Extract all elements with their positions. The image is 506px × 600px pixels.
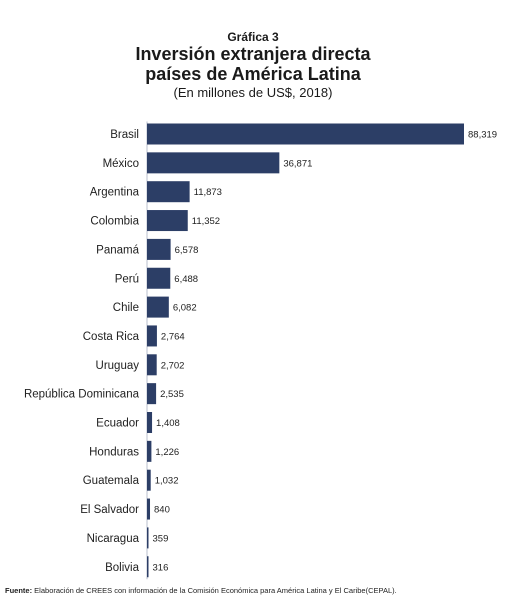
bar	[147, 123, 464, 145]
value-label: 2,535	[160, 389, 184, 400]
value-label: 359	[153, 533, 169, 544]
value-label: 88,319	[468, 130, 497, 141]
category-label: Bolivia	[105, 562, 139, 574]
category-label: Perú	[115, 273, 139, 285]
category-label: El Salvador	[80, 504, 139, 516]
chart-title-line2: países de América Latina	[145, 64, 361, 84]
category-label: Uruguay	[96, 360, 140, 372]
value-label: 6,488	[174, 274, 198, 285]
category-label: Colombia	[90, 216, 139, 228]
category-label: Chile	[113, 302, 139, 314]
bar	[147, 440, 152, 462]
category-label: Honduras	[89, 446, 139, 458]
category-label: Panamá	[96, 244, 139, 256]
bar	[147, 325, 157, 347]
category-label: Costa Rica	[83, 331, 140, 343]
bar	[147, 527, 149, 549]
bar	[147, 152, 280, 174]
chart-title-line1: Inversión extranjera directa	[135, 44, 371, 64]
bar	[147, 238, 171, 260]
bar	[147, 181, 190, 203]
value-label: 1,408	[156, 418, 180, 429]
category-label: Nicaragua	[87, 533, 140, 545]
value-label: 6,578	[175, 245, 199, 256]
value-label: 1,226	[155, 447, 179, 458]
value-label: 11,873	[194, 187, 222, 198]
bar	[147, 412, 153, 433]
source-footnote: Fuente: Elaboración de CREES con informa…	[5, 586, 505, 595]
bar-chart: Brasil 88,319 México 36,871 Argentina 11,873 C…	[24, 121, 497, 580]
category-label: Argentina	[90, 187, 140, 199]
value-label: 2,764	[161, 331, 185, 342]
value-label: 36,871	[283, 158, 312, 169]
bar	[147, 296, 169, 318]
category-label: República Dominicana	[24, 389, 140, 401]
source-text: Elaboración de CREES con información de …	[32, 586, 397, 595]
bar	[147, 354, 157, 376]
value-label: 11,352	[192, 216, 220, 227]
value-label: 840	[154, 505, 170, 516]
value-label: 1,032	[155, 476, 179, 487]
value-label: 316	[153, 562, 169, 573]
bar	[147, 383, 157, 405]
chart-subtitle: (En millones de US$, 2018)	[173, 85, 333, 100]
category-label: Ecuador	[96, 418, 139, 430]
chart-kicker: Gráfica 3	[227, 30, 279, 44]
value-label: 2,702	[161, 360, 185, 371]
bar	[147, 210, 188, 232]
bar	[147, 469, 151, 491]
bar	[147, 556, 149, 578]
value-label: 6,082	[173, 303, 197, 314]
bar	[147, 498, 151, 520]
category-label: Guatemala	[83, 475, 140, 487]
bar	[147, 267, 171, 289]
source-label: Fuente:	[5, 586, 33, 595]
category-label: México	[103, 158, 139, 170]
category-label: Brasil	[110, 129, 139, 141]
